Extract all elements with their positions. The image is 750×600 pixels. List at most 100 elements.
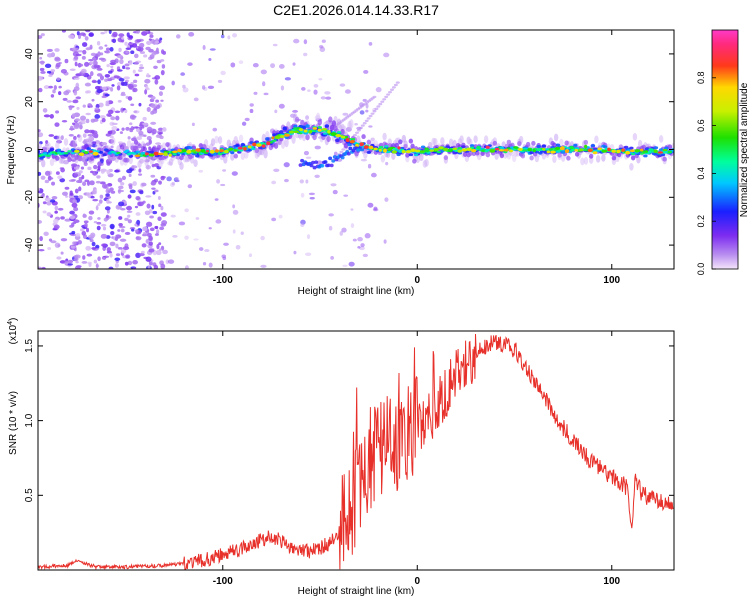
spectrogram-streak [341,148,346,151]
spectrogram-core-cell [368,145,374,150]
spectrogram-speckle [195,217,200,220]
spectrogram-core-cell [574,148,579,152]
spectrogram-streak [376,105,381,108]
spectrogram-speckle [107,109,114,115]
spectrogram-ridge-cell [217,152,223,156]
spectrogram-speckle [139,51,146,54]
spectrogram-speckle [124,63,130,67]
spectrogram-speckle [260,235,265,241]
spectrogram-ridge-cell [132,152,137,155]
spectrogram-speckle [92,198,99,202]
spectrogram-speckle [120,81,125,86]
spectrogram-speckle [129,114,135,120]
spectrogram-speckle [129,129,134,133]
spectrogram-speckle [38,35,43,40]
spectrogram-speckle [384,197,389,202]
spectrogram-speckle [99,194,104,199]
spectrogram-speckle [109,223,115,229]
spectrogram-speckle [90,52,97,57]
spectrogram-core-cell [532,149,536,153]
spectrogram-core-cell [274,135,281,140]
spectrogram-ridge-cell [135,150,140,154]
spectrogram-speckle [76,106,80,110]
spectrogram-ridge-cell [67,150,72,153]
spectrogram-speckle [216,179,221,184]
colorbar-ticks: 0.0 0.2 0.4 0.6 0.8 [696,72,716,275]
spectrogram-branch-cell [331,159,336,163]
spectrogram-speckle [101,257,107,260]
spectrogram-ridge-cell [517,141,522,147]
spectrogram-speckle [127,194,132,199]
spectrogram-speckle [172,234,178,238]
spectrogram-streak [382,98,387,101]
spectrogram-speckle [78,170,83,174]
spectrogram-speckle [104,73,111,78]
spectrogram-speckle [307,89,311,92]
spectrogram-speckle [44,170,51,176]
spectrogram-branch-cell [298,163,303,167]
spectrogram-ridge-cell [305,124,310,128]
spectrogram-speckle [89,180,95,186]
snr-xtick-label: 100 [603,576,620,587]
spectrogram-speckle [128,173,132,178]
spectrogram-ridge-cell [128,156,133,165]
spectrogram-core-cell [554,146,561,150]
spectrogram-speckle [73,173,78,177]
spectrogram-ridge-cell [494,152,499,160]
spectrogram-speckle [114,110,121,114]
spectrogram-speckle [232,33,238,38]
spectrogram-ridge-cell [408,138,414,144]
spectrogram-ridge-cell [46,142,51,150]
spectrogram-speckle [383,52,390,58]
spectrogram-branch-cell [314,160,319,164]
spectrogram-core-cell [209,149,215,154]
spectrogram-speckle [328,225,333,231]
spectrogram-speckle [162,249,168,255]
spectrogram-speckle [125,47,132,50]
spectrogram-speckle [117,99,122,103]
spectrogram-speckle [118,185,124,190]
spectrogram-streak [354,131,359,134]
spectrogram-core-cell [73,149,80,153]
spectrogram-ridge-cell [125,157,130,163]
spectrogram-speckle [95,205,99,211]
spectrogram-speckle [193,238,199,241]
colorbar-tick-label: 0.4 [696,167,706,180]
spectrogram-ridge-cell [483,135,489,144]
spectrogram-speckle [150,181,157,186]
spectrogram-speckle [74,265,81,269]
spectrogram-speckle [106,198,110,204]
spectrogram-ridge-cell [632,132,638,141]
spectrogram-speckle [182,87,189,93]
spectrogram-speckle [43,85,50,90]
spectrogram-speckle [55,62,61,68]
spectrogram-streak [364,119,369,123]
spectrogram-ridge-cell [452,151,457,155]
spectrogram-speckle [139,42,145,48]
spectrogram-streak [378,102,383,106]
spectrogram-branch-cell [340,155,345,160]
spectrogram-ridge-cell [210,138,216,146]
spectrogram-speckle [110,230,115,236]
spectrogram-core-cell [359,142,364,147]
spectrogram-ridge-cell [179,162,184,170]
spectrogram-speckle [109,241,116,247]
spectrogram-ridge-cell [175,154,181,160]
spectrogram-ridge-cell [142,146,147,152]
spectrogram-ridge-cell [240,152,246,161]
spectrogram-core-cell [252,142,257,147]
spectrogram-core-cell [452,147,458,151]
spectrogram-ridge-cell [38,150,41,154]
spectrogram-speckle [151,128,157,135]
spectrogram-core-cell [489,149,496,153]
spectrogram-core-cell [233,149,238,152]
spectrogram-speckle [60,251,64,255]
spectrogram-streak [386,93,391,96]
spectrogram-streak [356,129,361,132]
spectrogram-speckle [341,227,347,233]
spectrogram-core-cell [587,148,593,153]
spectrogram-core-cell [219,149,224,153]
spectrogram-ridge-cell [102,153,107,157]
spectrogram-speckle [313,83,319,88]
spectrogram-speckle [91,98,95,102]
